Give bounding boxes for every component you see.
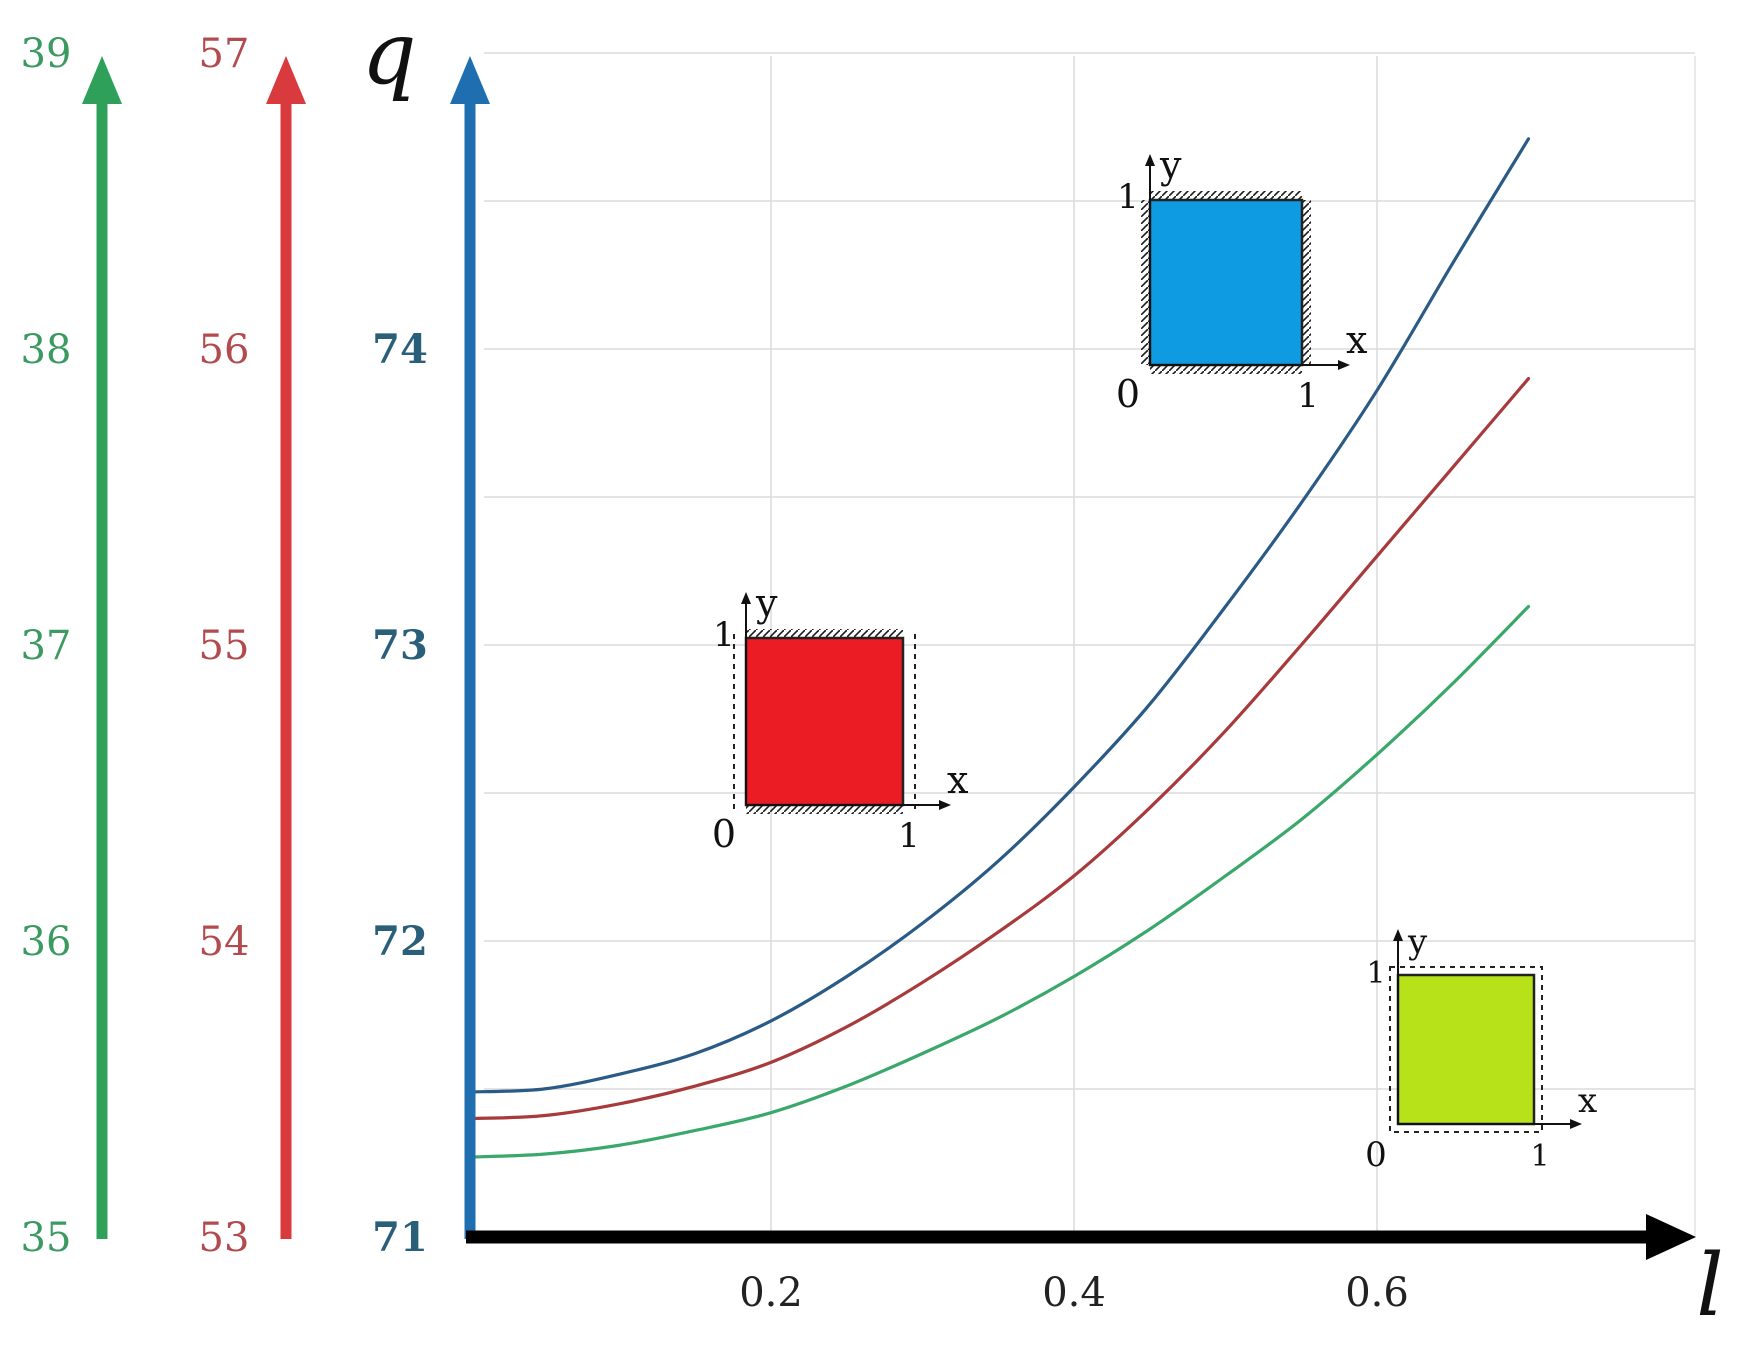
inset-square bbox=[744, 636, 905, 807]
inset-right-tick: 1 bbox=[898, 816, 920, 856]
red-tick-label: 57 bbox=[199, 31, 250, 77]
x-axis-title: l bbox=[1696, 1236, 1724, 1336]
blue-tick-label: 72 bbox=[372, 918, 428, 965]
blue-y-axis-arrowhead bbox=[450, 56, 490, 104]
green-y-axis-arrowhead bbox=[82, 56, 122, 104]
inset-square bbox=[1148, 198, 1304, 367]
inset-x-arrow bbox=[939, 800, 951, 810]
x-tick-label: 0.6 bbox=[1345, 1270, 1409, 1316]
inset-y-arrow bbox=[1145, 154, 1155, 166]
series-layer bbox=[466, 137, 1531, 1159]
inset-square bbox=[1396, 973, 1536, 1126]
inset-y-arrow bbox=[741, 592, 751, 604]
inset-y-arrow bbox=[1393, 929, 1403, 941]
series-line-blue bbox=[466, 137, 1531, 1094]
y-axis-title: q bbox=[361, 4, 416, 104]
inset-x-label: x bbox=[1346, 318, 1367, 362]
red-tick-label: 55 bbox=[199, 623, 250, 669]
hatch-bottom bbox=[746, 805, 903, 814]
dashed-border bbox=[1389, 966, 1543, 1133]
green-tick-label: 37 bbox=[21, 623, 72, 669]
blue-tick-label: 74 bbox=[372, 326, 428, 373]
inset-x-label: x bbox=[947, 758, 968, 802]
red-tick-label: 54 bbox=[199, 919, 250, 965]
red-tick-label: 56 bbox=[199, 327, 250, 373]
inset-y-label: y bbox=[755, 581, 778, 625]
inset-origin-label: 0 bbox=[712, 812, 736, 856]
inset-y-label: y bbox=[1159, 143, 1182, 187]
green-tick-label: 35 bbox=[21, 1215, 72, 1261]
series-line-green bbox=[466, 604, 1531, 1159]
green-tick-label: 39 bbox=[21, 31, 72, 77]
x-axis-arrowhead bbox=[1646, 1214, 1696, 1260]
inset-x-arrow bbox=[1570, 1119, 1582, 1129]
inset-origin-label: 0 bbox=[1116, 372, 1140, 416]
x-tick-label: 0.4 bbox=[1042, 1270, 1106, 1316]
label-layer: 71 72 73 74 53 54 55 56 57 35 36 37 38 39 0.2 0.4 0.6 q l bbox=[21, 4, 1724, 1336]
hatch-right bbox=[1302, 200, 1311, 365]
red-tick-label: 53 bbox=[199, 1215, 250, 1261]
hatch-top bbox=[746, 629, 903, 638]
inset-x-arrow bbox=[1338, 360, 1350, 370]
green-tick-label: 38 bbox=[21, 327, 72, 373]
inset-origin-label: 0 bbox=[1365, 1135, 1387, 1175]
inset-y-label: y bbox=[1407, 922, 1428, 962]
inset-right-tick: 1 bbox=[1297, 376, 1319, 416]
blue-tick-label: 71 bbox=[372, 1214, 428, 1261]
inset-top-tick: 1 bbox=[1117, 177, 1139, 217]
series-line-red bbox=[466, 377, 1531, 1121]
green-tick-label: 36 bbox=[21, 919, 72, 965]
hatch-top bbox=[1150, 191, 1302, 200]
inset-top-tick: 1 bbox=[1366, 956, 1385, 991]
axes-layer bbox=[82, 56, 1696, 1260]
red-y-axis-arrowhead bbox=[266, 56, 306, 104]
x-tick-label: 0.2 bbox=[739, 1270, 803, 1316]
inset-x-label: x bbox=[1578, 1081, 1597, 1121]
hatch-left bbox=[1141, 200, 1150, 365]
blue-tick-label: 73 bbox=[372, 622, 428, 669]
hatch-bottom bbox=[1150, 365, 1302, 374]
grid bbox=[484, 52, 1696, 1238]
inset-right-tick: 1 bbox=[1530, 1139, 1549, 1174]
inset-top-tick: 1 bbox=[713, 615, 735, 655]
